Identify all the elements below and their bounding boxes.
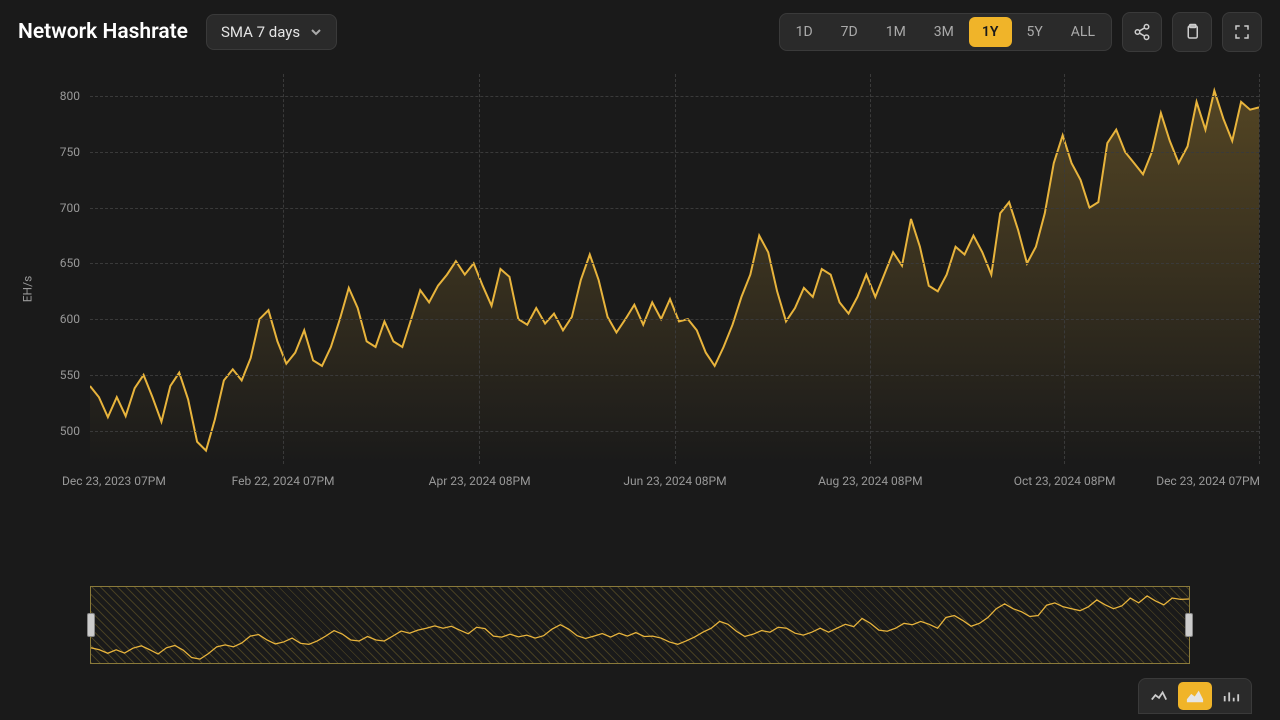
header: Network Hashrate SMA 7 days 1D7D1M3M1Y5Y… [0,0,1280,64]
y-tick: 500 [60,424,80,438]
y-tick: 800 [60,89,80,103]
chevron-down-icon [310,26,322,38]
range-brush[interactable] [90,586,1190,664]
grid-line-v [1064,74,1065,464]
sma-dropdown[interactable]: SMA 7 days [206,14,337,50]
x-tick: Apr 23, 2024 08PM [429,474,531,488]
range-1m[interactable]: 1M [873,17,919,47]
y-axis-label: EH/s [20,276,34,303]
y-tick: 600 [60,312,80,326]
share-icon [1133,23,1151,41]
fullscreen-icon [1233,23,1251,41]
x-tick: Feb 22, 2024 07PM [232,474,335,488]
plot-area[interactable] [90,74,1260,464]
x-tick: Aug 23, 2024 08PM [818,474,922,488]
x-tick: Dec 23, 2024 07PM [1156,474,1260,488]
range-5y[interactable]: 5Y [1014,17,1056,47]
range-3m[interactable]: 3M [921,17,967,47]
chart-type-area[interactable] [1178,682,1212,710]
y-tick: 750 [60,145,80,159]
area-chart-icon [1186,689,1204,703]
grid-line-v [870,74,871,464]
grid-line-v [479,74,480,464]
chart-type-group [1138,678,1252,714]
header-left: Network Hashrate SMA 7 days [18,14,337,50]
range-1y[interactable]: 1Y [969,17,1012,47]
page-title: Network Hashrate [18,20,188,44]
grid-line-v [283,74,284,464]
brush-handle-left[interactable] [87,613,95,637]
main-chart: EH/s 500 550 600 650 700 750 800 Dec 23, 2023 … [20,74,1260,504]
sma-dropdown-label: SMA 7 days [221,23,300,41]
x-tick: Jun 23, 2024 08PM [623,474,726,488]
range-7d[interactable]: 7D [828,17,871,47]
x-tick: Oct 23, 2024 08PM [1014,474,1116,488]
y-axis-ticks: 500 550 600 650 700 750 800 [40,74,80,464]
brush-series-line [91,596,1189,659]
clipboard-button[interactable] [1172,12,1212,52]
range-all[interactable]: ALL [1058,17,1108,47]
grid-line-v [675,74,676,464]
time-range-group: 1D7D1M3M1Y5YALL [779,13,1112,51]
clipboard-icon [1183,23,1201,41]
x-tick: Dec 23, 2023 07PM [62,474,166,488]
bar-chart-icon [1222,689,1240,703]
fullscreen-button[interactable] [1222,12,1262,52]
y-tick: 700 [60,201,80,215]
line-chart-icon [1150,689,1168,703]
x-axis-ticks: Dec 23, 2023 07PMFeb 22, 2024 07PMApr 23… [90,474,1260,494]
y-tick: 550 [60,368,80,382]
header-right: 1D7D1M3M1Y5YALL [779,12,1262,52]
y-tick: 650 [60,256,80,270]
brush-handle-right[interactable] [1185,613,1193,637]
range-1d[interactable]: 1D [783,17,826,47]
chart-type-line[interactable] [1142,682,1176,710]
chart-type-bar[interactable] [1214,682,1248,710]
share-button[interactable] [1122,12,1162,52]
